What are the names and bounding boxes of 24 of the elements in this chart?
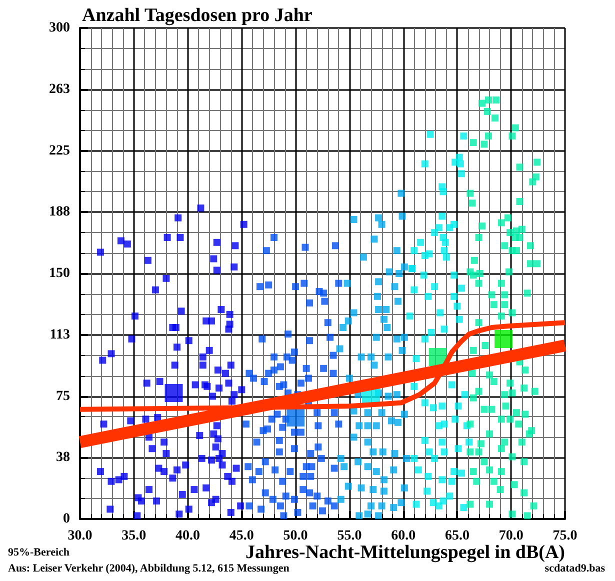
x-tick-label: 40.0 (176, 528, 200, 544)
y-tick-label: 263 (49, 82, 70, 97)
text: 95%-Bereich (8, 546, 70, 558)
y-tick-label: 113 (50, 327, 70, 342)
text: Aus: Leiser Verkehr (2004), Abbildung 5.12, 615 Messungen (8, 562, 290, 574)
x-tick-label: 70.0 (498, 528, 524, 544)
x-tick-label: 50.0 (283, 528, 308, 544)
x-tick-label: 35.0 (122, 528, 146, 544)
y-tick-label: 75 (56, 388, 70, 404)
text: scdatad9.bas (544, 562, 606, 574)
x-tick-label: 30.0 (68, 528, 92, 544)
y-tick-label: 188 (49, 204, 70, 220)
y-tick-label: 150 (49, 266, 70, 281)
x-axis-title: Jahres-Nacht-Mittelungspegel in dB(A) (246, 542, 565, 563)
x-tick-label: 65.0 (444, 528, 470, 544)
y-tick-label: 38 (56, 450, 70, 466)
y-tick-label: 300 (49, 20, 70, 36)
x-tick-label: 55.0 (337, 528, 362, 544)
chart-title: Anzahl Tagesdosen pro Jahr (82, 5, 313, 26)
x-tick-label: 45.0 (229, 528, 254, 544)
x-tick-label: 60.0 (391, 528, 416, 544)
y-tick-label: 225 (49, 143, 70, 158)
y-tick-label: 0 (63, 512, 70, 526)
x-tick-label: 75.0 (552, 528, 578, 544)
